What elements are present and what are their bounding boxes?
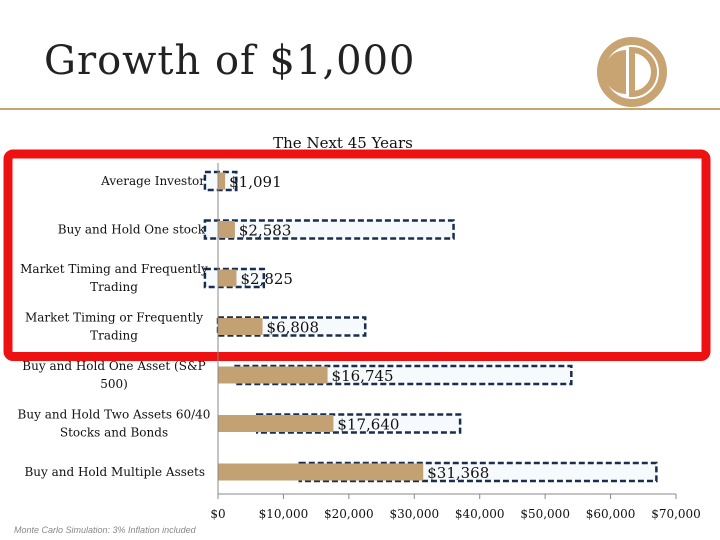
x-tick-label: $10,000	[259, 507, 309, 521]
bar	[218, 172, 226, 190]
bar	[218, 415, 334, 432]
category-label: Buy and Hold Two Assets 60/40	[18, 408, 211, 422]
category-label: Buy and Hold One stock	[58, 223, 206, 237]
bar	[218, 269, 237, 287]
value-label: $31,368	[427, 464, 489, 482]
x-tick-label: $20,000	[324, 507, 374, 521]
x-tick-label: $60,000	[586, 507, 636, 521]
highlight-box	[3, 149, 711, 361]
chart-title: The Next 45 Years	[273, 134, 413, 152]
category-label: Stocks and Bonds	[60, 426, 168, 440]
bar	[218, 463, 424, 481]
value-label: $6,808	[267, 319, 320, 337]
bar	[218, 221, 235, 238]
bar	[218, 366, 328, 384]
category-label: Market Timing or Frequently	[25, 311, 203, 325]
x-tick-label: $70,000	[651, 507, 701, 521]
page-title: Growth of $1,000	[44, 38, 416, 84]
category-label: Buy and Hold Multiple Assets	[24, 465, 205, 479]
bar	[218, 318, 263, 335]
x-tick-label: $50,000	[520, 507, 570, 521]
value-label: $2,825	[240, 270, 293, 288]
value-label: $17,640	[337, 416, 399, 434]
category-label: Trading	[90, 329, 138, 343]
value-label: $1,091	[229, 173, 281, 191]
category-label: Trading	[90, 280, 138, 294]
value-label: $2,583	[239, 222, 292, 240]
value-label: $16,745	[332, 367, 394, 385]
range-outline	[203, 219, 455, 240]
category-label: Average Investor	[100, 174, 205, 188]
company-logo-icon	[597, 37, 667, 107]
category-label: Buy and Hold One Asset (S&P	[22, 359, 205, 373]
x-tick-label: $0	[210, 507, 225, 521]
category-label: Market Timing and Frequently	[20, 262, 208, 276]
footnote: Monte Carlo Simulation: 3% Inflation inc…	[14, 525, 196, 535]
x-tick-label: $40,000	[455, 507, 505, 521]
category-label: 500)	[100, 377, 128, 391]
title-divider	[0, 108, 720, 110]
x-tick-label: $30,000	[389, 507, 439, 521]
